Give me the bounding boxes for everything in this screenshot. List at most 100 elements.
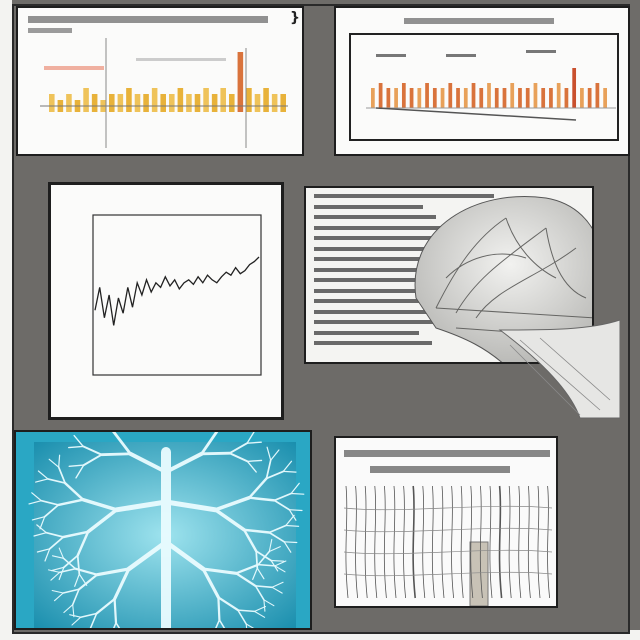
vessel-branch [33,532,47,537]
bar [117,94,124,112]
vessel-branch [273,492,292,502]
brain-illustration [414,196,592,362]
text-line [314,278,494,282]
neck-illustration [498,319,620,419]
line-chart-panel [48,182,284,420]
vessel-branch [268,538,273,553]
vessel-branch [268,546,281,553]
vessel-branch [36,548,51,553]
title-scribble [344,450,550,457]
vessel-branch [285,524,300,527]
vessel-branch [245,623,255,628]
vessel-branch [58,566,65,581]
vessel-branch [270,559,285,562]
vessel-branch [246,460,257,473]
nerve-cross-fiber [343,549,553,555]
vessel-branch [77,573,99,591]
vessel-branch [268,524,287,534]
vessel-branch [248,477,268,499]
bar [237,52,244,112]
nerve-fiber [393,485,397,599]
nerve-fiber [451,485,454,599]
bar [425,83,429,108]
bar [143,94,149,112]
text-line [314,288,447,293]
nerve-cross-fiber [343,571,553,577]
bar [394,88,398,108]
bar [409,88,414,108]
vascular-xray-panel [14,430,312,630]
vessel-branch [254,585,265,601]
vessel-branch [273,499,291,511]
vessel-branch [37,470,49,480]
vessel-branch [246,432,255,444]
bar [494,88,499,108]
vascular-tree-svg [28,432,305,628]
vessel-branch [290,482,300,495]
bar [440,88,445,108]
bar [603,88,607,108]
bar [151,88,158,112]
bar [83,88,89,112]
bar-chart-right-svg [349,33,619,141]
bar [572,68,577,108]
vessel-branch [62,588,80,594]
vessel-branch [234,563,260,575]
nerve-fiber [345,485,349,599]
vessel-branch [82,453,103,467]
vessel-branch [248,496,276,502]
nerve-fiber [537,485,541,599]
vessel-branch [86,508,119,534]
vessel-branch [48,536,65,550]
vessel-branch [242,528,258,553]
vessel-branch [45,531,65,538]
nerve-fiber [364,485,368,599]
vessel-branch [288,509,297,521]
vessel-branch [201,567,238,575]
bar [487,83,491,108]
vessel-branch [257,563,276,567]
nerve-fiber [470,485,474,599]
vessel-branch [63,604,74,614]
bar [564,88,569,108]
bar [541,88,546,108]
text-line [314,246,435,251]
vessel-branch [274,565,286,573]
page-edge-bottom [0,630,640,640]
vessel-branch [58,547,65,559]
bar [134,94,141,112]
vessel-branch [71,616,82,626]
brace-icon: } [290,10,300,26]
vessel-branch [234,572,257,588]
bar [525,88,530,108]
vessel-branch [89,612,98,628]
nerve-diagram-panel [334,436,558,608]
bar [471,83,476,108]
nerve-fiber [355,485,358,599]
text-line [314,236,494,240]
title-scribble [28,16,268,23]
vessel-branch [50,571,61,581]
bar-chart-panel-right [334,6,630,156]
bar [263,88,269,112]
bar [456,88,460,108]
bar [556,83,561,108]
bar [371,88,375,108]
vessel-branch [113,622,117,628]
vessel-branch [69,614,82,618]
text-line [314,215,436,219]
vessel-branch [201,567,220,599]
vessel-branch [271,586,283,594]
vessel-branch [228,442,249,455]
bar [203,88,209,112]
vessel-branch [35,478,49,483]
text-line [314,204,423,209]
bar [448,83,453,108]
nerve-fiber [547,485,550,599]
vessel-branch [218,619,226,628]
vessel-branch [228,452,249,463]
text-line [314,299,420,303]
bar [49,94,55,112]
vessel-branch [263,599,266,612]
vessel-branch [282,460,293,473]
